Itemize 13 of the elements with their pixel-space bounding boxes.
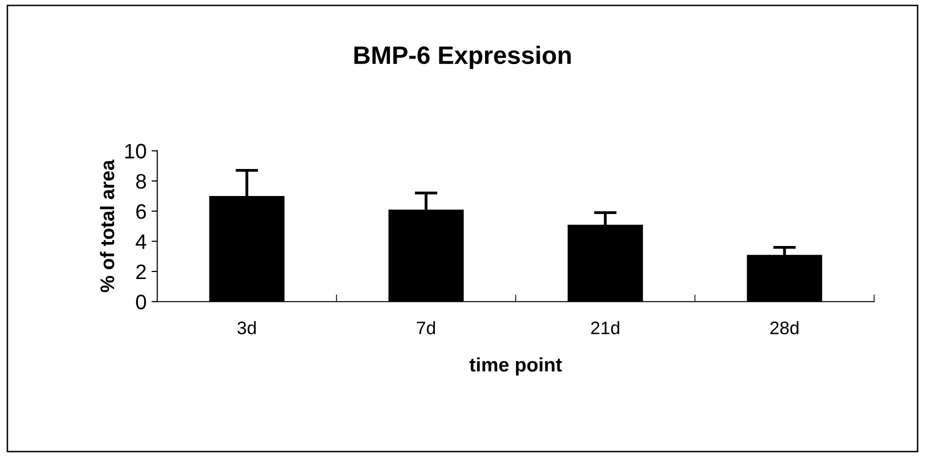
y-tick-label: 10 (125, 144, 146, 159)
chart-title: BMP-6 Expression (354, 46, 571, 70)
y-tick-label: 6 (136, 204, 146, 219)
y-tick-label: 2 (136, 264, 146, 280)
y-tick-label: 0 (136, 294, 146, 310)
y-axis-title: % of total area (100, 160, 114, 292)
y-tick-label: 8 (136, 174, 146, 189)
x-tick-label: 3d (238, 321, 256, 334)
x-tick-label: 7d (416, 321, 435, 334)
x-tick-label: 28d (770, 321, 798, 334)
x-axis-title: time point (469, 357, 562, 376)
y-tick-label: 4 (136, 234, 146, 249)
x-tick-label: 21d (591, 321, 620, 334)
